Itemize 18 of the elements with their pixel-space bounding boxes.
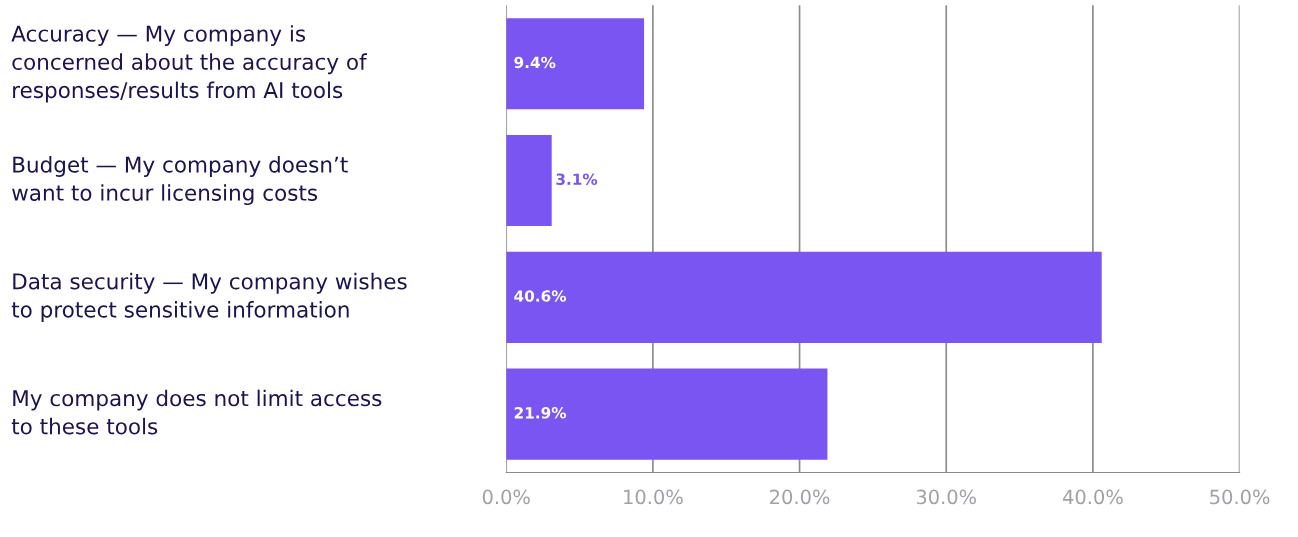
- bar: [506, 18, 645, 110]
- x-tick-label: 40.0%: [1062, 489, 1123, 505]
- x-tick-label: 30.0%: [916, 489, 977, 505]
- bar: [506, 251, 1102, 343]
- x-tick-label: 0.0%: [482, 489, 530, 505]
- data-label: 21.9%: [514, 407, 567, 419]
- bar: [506, 368, 828, 460]
- data-label: 9.4%: [514, 56, 556, 69]
- data-label: 3.1%: [556, 173, 598, 185]
- y-tick-label: Data security — My company wishes to protect sensitive information: [11, 272, 407, 322]
- x-tick-label: 10.0%: [624, 489, 683, 505]
- y-tick-label: Budget — My company doesn’t want to incur licensing costs: [12, 156, 348, 206]
- y-tick-label: Accuracy — My company is concerned about the accuracy of responses/results from AI tools: [11, 25, 368, 103]
- x-tick-label: 50.0%: [1210, 489, 1270, 505]
- data-label: 40.6%: [514, 290, 567, 302]
- bar: [506, 135, 552, 227]
- x-tick-label: 20.0%: [770, 489, 830, 505]
- y-tick-label: My company does not limit access to these tools: [11, 389, 382, 435]
